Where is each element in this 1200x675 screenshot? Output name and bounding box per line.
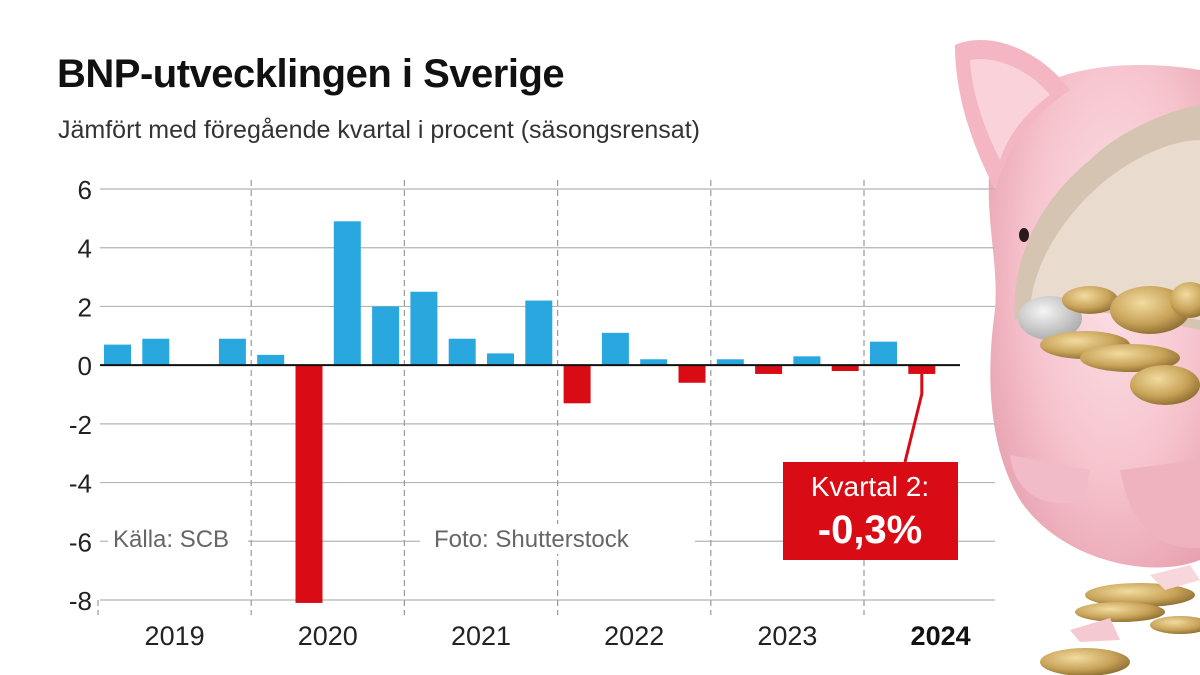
source-label-bg: [108, 524, 248, 554]
bar: [257, 354, 285, 366]
bar: [295, 365, 323, 603]
bar: [640, 359, 668, 366]
bar: [410, 291, 438, 366]
bar: [104, 344, 131, 366]
bar: [563, 365, 591, 404]
photo-credit-bg: [420, 524, 695, 554]
bar: [908, 365, 936, 374]
x-year-label: 2021: [451, 621, 511, 651]
y-tick-label: 2: [78, 292, 92, 322]
bar: [372, 306, 400, 366]
bar: [716, 359, 744, 366]
y-tick-label: -2: [69, 410, 92, 440]
x-year-label: 2022: [604, 621, 664, 651]
bar: [601, 332, 629, 366]
chart-title: BNP-utvecklingen i Sverige: [57, 52, 565, 96]
bar: [678, 365, 706, 383]
callout-line1: Kvartal 2:: [811, 471, 929, 502]
y-tick-label: 0: [78, 351, 92, 381]
x-year-label: 2024: [911, 621, 971, 651]
callout-leader-line: [903, 373, 924, 463]
latest-quarter-callout: Kvartal 2: -0,3%: [783, 373, 958, 560]
callout-box: [783, 462, 958, 560]
chart-subtitle: Jämfört med föregående kvartal i procent…: [58, 116, 700, 144]
x-year-label: 2020: [298, 621, 358, 651]
bar: [333, 221, 361, 366]
bar: [831, 365, 859, 372]
bar: [870, 341, 897, 366]
photo-credit: Foto: Shutterstock: [434, 526, 630, 553]
bar: [793, 356, 821, 366]
bar: [448, 338, 476, 366]
y-tick-label: -6: [69, 527, 92, 557]
source-label: Källa: SCB: [113, 526, 229, 553]
bar: [525, 300, 553, 366]
x-year-label: 2023: [757, 621, 817, 651]
bar: [755, 365, 783, 374]
x-year-label: 2019: [145, 621, 205, 651]
bar: [487, 353, 514, 366]
y-tick-label: 4: [78, 234, 92, 264]
y-tick-label: -8: [69, 586, 92, 616]
bar: [218, 338, 246, 366]
bar: [142, 338, 170, 366]
callout-line2: -0,3%: [818, 508, 923, 552]
y-tick-label: 6: [78, 175, 92, 205]
y-tick-label: -4: [69, 469, 92, 499]
